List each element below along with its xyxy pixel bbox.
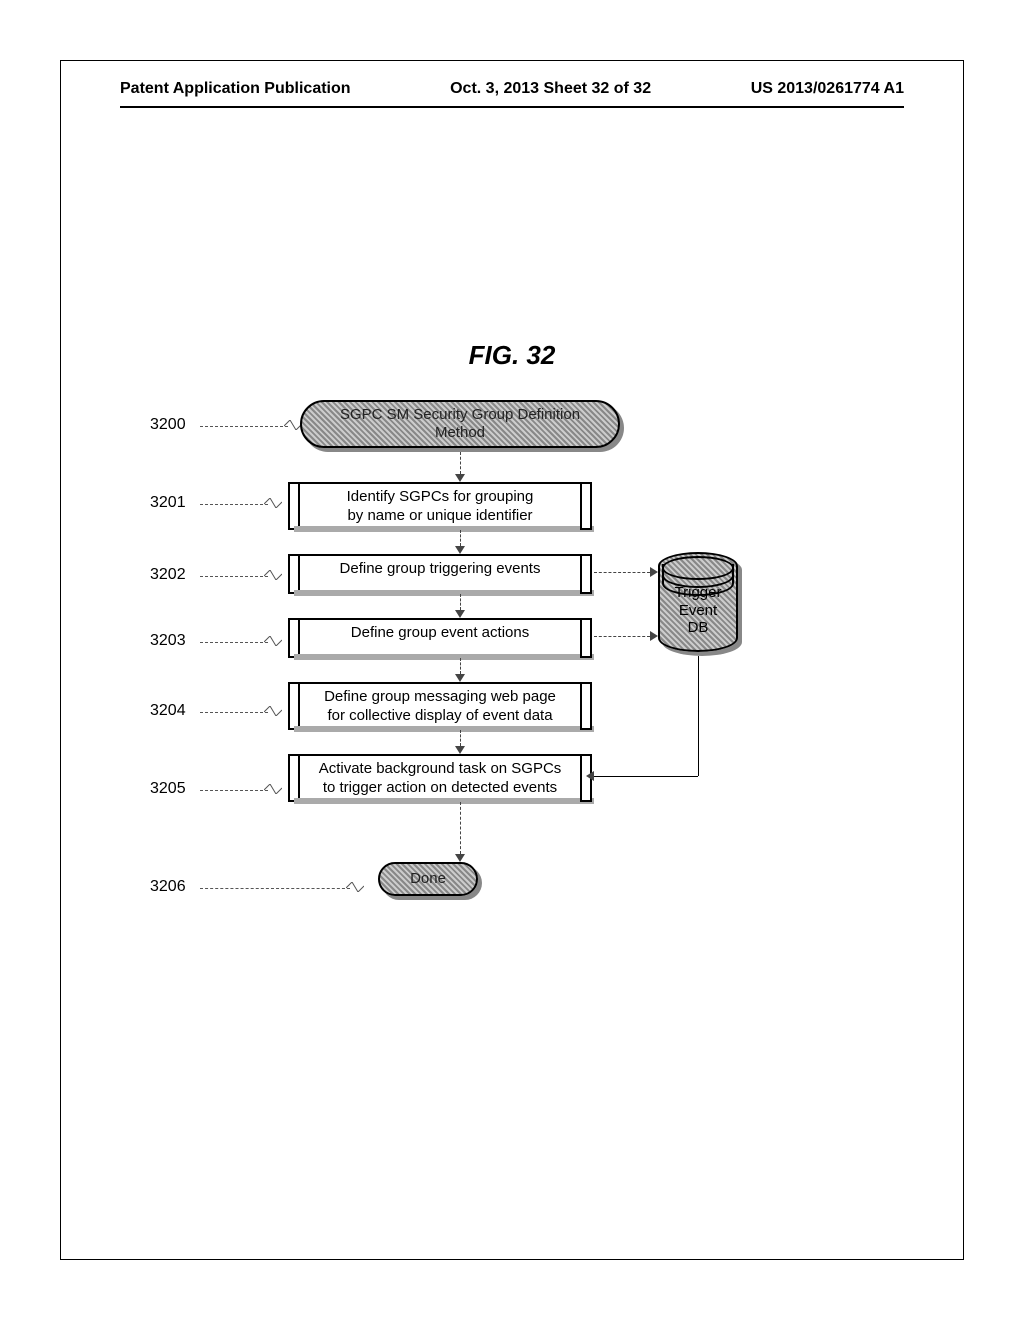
leader-zigzag bbox=[264, 636, 282, 646]
arrow-head-icon bbox=[455, 674, 465, 682]
leader-zigzag bbox=[264, 784, 282, 794]
label-leader bbox=[200, 712, 268, 713]
connector bbox=[594, 636, 650, 637]
connector bbox=[460, 802, 461, 854]
header-left: Patent Application Publication bbox=[120, 80, 351, 98]
leader-zigzag bbox=[346, 882, 364, 892]
label-leader bbox=[200, 888, 350, 889]
node-3206-terminator: Done bbox=[378, 862, 478, 896]
arrow-head-icon bbox=[455, 610, 465, 618]
step-label-3200: 3200 bbox=[150, 416, 186, 434]
connector bbox=[460, 658, 461, 674]
node-text: Method bbox=[435, 424, 485, 442]
node-text: Define group messaging web page bbox=[308, 688, 572, 707]
db-label: Event bbox=[679, 602, 717, 619]
label-leader bbox=[200, 790, 268, 791]
node-3205-process: Activate background task on SGPCs to tri… bbox=[290, 754, 590, 802]
step-label-3204: 3204 bbox=[150, 702, 186, 720]
leader-zigzag bbox=[264, 706, 282, 716]
figure-title: FIG. 32 bbox=[0, 340, 1024, 371]
arrow-head-icon bbox=[650, 631, 658, 641]
leader-zigzag bbox=[264, 498, 282, 508]
arrow-head-icon bbox=[650, 567, 658, 577]
node-text: Identify SGPCs for grouping bbox=[308, 488, 572, 507]
node-text: by name or unique identifier bbox=[308, 507, 572, 526]
node-3204-process: Define group messaging web page for coll… bbox=[290, 682, 590, 730]
node-text: Activate background task on SGPCs bbox=[308, 760, 572, 779]
page-header: Patent Application Publication Oct. 3, 2… bbox=[120, 80, 904, 98]
connector bbox=[460, 594, 461, 610]
node-text: Define group event actions bbox=[308, 624, 572, 643]
datastore-cylinder: Trigger Event DB bbox=[658, 552, 738, 652]
step-label-3205: 3205 bbox=[150, 780, 186, 798]
connector bbox=[594, 572, 650, 573]
header-center: Oct. 3, 2013 Sheet 32 of 32 bbox=[450, 80, 651, 98]
connector bbox=[698, 656, 699, 776]
db-label: DB bbox=[688, 619, 709, 636]
connector bbox=[460, 530, 461, 546]
node-text: Done bbox=[410, 870, 446, 888]
arrow-head-icon bbox=[455, 474, 465, 482]
header-right: US 2013/0261774 A1 bbox=[751, 80, 904, 98]
step-label-3203: 3203 bbox=[150, 632, 186, 650]
step-label-3206: 3206 bbox=[150, 878, 186, 896]
label-leader bbox=[200, 426, 288, 427]
label-leader bbox=[200, 504, 268, 505]
label-leader bbox=[200, 576, 268, 577]
connector bbox=[594, 776, 698, 777]
leader-zigzag bbox=[264, 570, 282, 580]
step-label-3202: 3202 bbox=[150, 566, 186, 584]
node-text: Define group triggering events bbox=[308, 560, 572, 579]
label-leader bbox=[200, 642, 268, 643]
node-3203-process: Define group event actions bbox=[290, 618, 590, 658]
node-text: for collective display of event data bbox=[308, 707, 572, 726]
step-label-3201: 3201 bbox=[150, 494, 186, 512]
node-3202-process: Define group triggering events bbox=[290, 554, 590, 594]
arrow-head-icon bbox=[455, 746, 465, 754]
node-3200-terminator: SGPC SM Security Group Definition Method bbox=[300, 400, 620, 448]
flowchart-diagram: 3200 3201 3202 3203 3204 3205 3206 SGPC … bbox=[120, 400, 900, 1020]
node-text: to trigger action on detected events bbox=[308, 779, 572, 798]
arrow-head-icon bbox=[455, 854, 465, 862]
node-text: SGPC SM Security Group Definition bbox=[340, 406, 580, 424]
header-rule bbox=[120, 106, 904, 108]
connector bbox=[460, 452, 461, 474]
arrow-head-icon bbox=[455, 546, 465, 554]
connector bbox=[460, 730, 461, 746]
node-3201-process: Identify SGPCs for grouping by name or u… bbox=[290, 482, 590, 530]
